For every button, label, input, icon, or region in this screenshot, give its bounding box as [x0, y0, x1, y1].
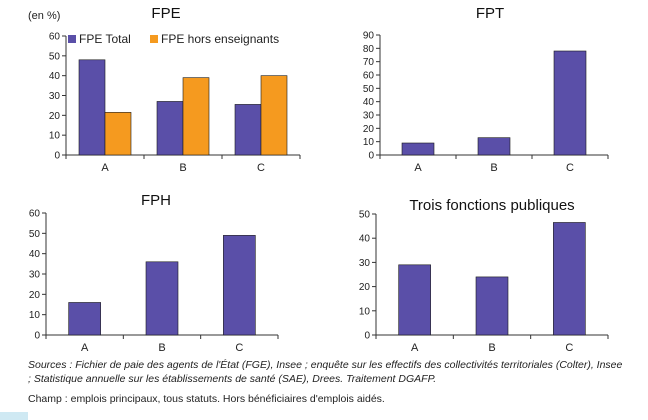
fpe-ytick-label: 30: [49, 91, 61, 102]
fpe-bar-b-s1: [156, 101, 184, 156]
fpe-legend-label: FPE Total: [79, 32, 131, 46]
champ-note: Champ : emplois principaux, tous statuts…: [28, 393, 385, 405]
trois-bar-a: [398, 264, 431, 336]
fph-category-label: B: [158, 342, 165, 354]
fpt-ytick-label: 70: [363, 57, 375, 68]
fpt-category-label: B: [490, 162, 497, 174]
trois-ytick-label: 0: [364, 331, 370, 342]
fpe-title: FPE: [151, 5, 180, 22]
fpe-bar-a-s2: [104, 112, 132, 156]
fph-ytick-label: 30: [29, 270, 41, 281]
fph-bar-c: [223, 235, 256, 336]
chart-trois-svg: Trois fonctions publiques 0 10 20 30 40 50 A B C: [359, 197, 609, 354]
fpe-category-label: C: [257, 162, 265, 174]
unit-label: (en %): [28, 10, 61, 22]
trois-bar-c: [553, 222, 586, 336]
trois-title: Trois fonctions publiques: [409, 197, 574, 214]
trois-ytick-label: 40: [359, 234, 371, 245]
fph-ytick-label: 10: [29, 310, 41, 321]
fpe-bar-a-s1: [78, 59, 106, 156]
fph-category-label: A: [81, 342, 89, 354]
trois-ytick-label: 10: [359, 306, 371, 317]
fpt-category-label: A: [414, 162, 422, 174]
fph-ytick-label: 40: [29, 249, 41, 260]
fpe-legend-label: FPE hors enseignants: [161, 32, 279, 46]
chart-fph-svg: FPH 0 10 20 30 40 50 60 A B C: [29, 192, 279, 354]
fpe-legend-swatch: [68, 35, 76, 43]
chart-notes: Sources : Fichier de paie des agents de …: [28, 358, 628, 406]
fpt-ytick-label: 30: [363, 111, 375, 122]
fpt-ytick-label: 40: [363, 97, 375, 108]
fph-ytick-label: 60: [29, 209, 41, 220]
fpe-bar-c-s2: [260, 75, 288, 156]
fph-category-label: C: [235, 342, 243, 354]
fph-bar-a: [68, 302, 101, 336]
fpt-bar-c: [553, 50, 587, 156]
fph-bar-b: [145, 261, 179, 336]
fpt-category-label: C: [566, 162, 574, 174]
fpt-ytick-label: 80: [363, 44, 375, 55]
fpe-bar-c-s1: [234, 104, 262, 156]
fpt-ytick-label: 90: [363, 31, 375, 42]
fpe-category-label: A: [101, 162, 109, 174]
fph-ytick-label: 0: [34, 331, 40, 342]
fpt-title: FPT: [476, 5, 504, 22]
fpe-legend-swatch: [150, 35, 158, 43]
fpe-ytick-label: 10: [49, 131, 61, 142]
fpt-ytick-label: 60: [363, 71, 375, 82]
trois-category-label: A: [411, 342, 419, 354]
sources-note: Sources : Fichier de paie des agents de …: [28, 359, 623, 385]
fpe-ytick-label: 0: [54, 151, 60, 162]
fpe-bar-b-s2: [182, 77, 210, 156]
fph-ytick-label: 50: [29, 229, 41, 240]
fpe-ytick-label: 20: [49, 111, 61, 122]
trois-ytick-label: 30: [359, 258, 371, 269]
fph-ytick-label: 20: [29, 290, 41, 301]
fpt-ytick-label: 10: [363, 137, 375, 148]
chart-fpt: FPT 0 10 20 30 40 50 60 70 80 90 A B C: [330, 0, 648, 180]
fpe-ytick-label: 50: [49, 51, 61, 62]
trois-ytick-label: 20: [359, 282, 371, 293]
fpt-ytick-label: 0: [368, 151, 374, 162]
chart-trois: Trois fonctions publiques 0 10 20 30 40 50 A B C: [330, 180, 648, 355]
fpt-bar-b: [477, 137, 511, 156]
fpt-bar-a: [401, 142, 435, 156]
footer-tab: [0, 412, 28, 420]
trois-bar-b: [475, 276, 509, 336]
trois-category-label: C: [565, 342, 573, 354]
chart-fpe: FPE 0 10 20 30 40 50 60 A B C FPE Total FPE hors ens…: [0, 0, 320, 180]
chart-fpe-svg: FPE 0 10 20 30 40 50 60 A B C FPE Total FPE hors ens…: [49, 5, 301, 174]
trois-category-label: B: [488, 342, 495, 354]
fpt-ytick-label: 20: [363, 124, 375, 135]
fph-title: FPH: [141, 192, 171, 209]
trois-ytick-label: 50: [359, 210, 371, 221]
fpe-category-label: B: [179, 162, 186, 174]
fpe-ytick-label: 40: [49, 71, 61, 82]
fpt-ytick-label: 50: [363, 84, 375, 95]
chart-fpt-svg: FPT 0 10 20 30 40 50 60 70 80 90 A B C: [363, 5, 609, 174]
fpe-ytick-label: 60: [49, 32, 61, 43]
chart-fph: FPH 0 10 20 30 40 50 60 A B C: [0, 180, 320, 355]
